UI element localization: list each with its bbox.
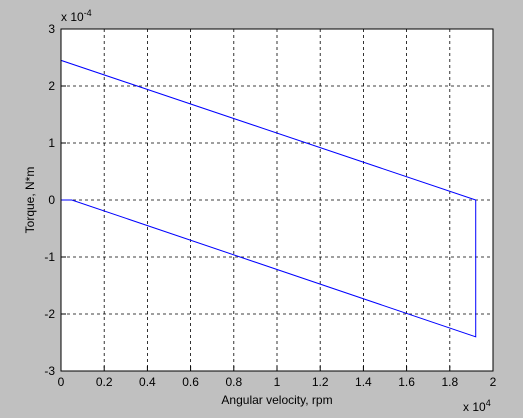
- y-tick-label: 3: [48, 22, 55, 36]
- y-tick-label: 2: [48, 79, 55, 93]
- x-tick-label: 1.8: [441, 375, 458, 389]
- x-tick-label: 0.2: [96, 375, 113, 389]
- x-tick-label: 0.4: [139, 375, 156, 389]
- y-tick-label: 0: [48, 193, 55, 207]
- x-tick-label: 0: [58, 375, 65, 389]
- x-exponent-base: x 10: [463, 400, 486, 414]
- x-exponent: x 104: [463, 398, 491, 414]
- x-tick-label: 2: [490, 375, 497, 389]
- x-tick-label: 1.2: [312, 375, 329, 389]
- plot-frame: [60, 28, 494, 372]
- x-axis-label: Angular velocity, rpm: [221, 393, 332, 407]
- y-exponent: x 10-4: [61, 8, 92, 24]
- y-tick-label: -2: [44, 307, 55, 321]
- x-tick-label: 1.6: [398, 375, 415, 389]
- x-tick-label: 1: [274, 375, 281, 389]
- y-tick-label: 1: [48, 136, 55, 150]
- x-tick-label: 0.6: [182, 375, 199, 389]
- y-axis-label: Torque, N*m: [23, 167, 37, 234]
- x-exponent-power: 4: [486, 398, 491, 408]
- y-exponent-base: x 10: [61, 10, 84, 24]
- y-tick-label: -3: [44, 364, 55, 378]
- x-tick-label: 1.4: [355, 375, 372, 389]
- x-tick-label: 0.8: [225, 375, 242, 389]
- y-tick-label: -1: [44, 250, 55, 264]
- y-exponent-power: -4: [84, 8, 92, 18]
